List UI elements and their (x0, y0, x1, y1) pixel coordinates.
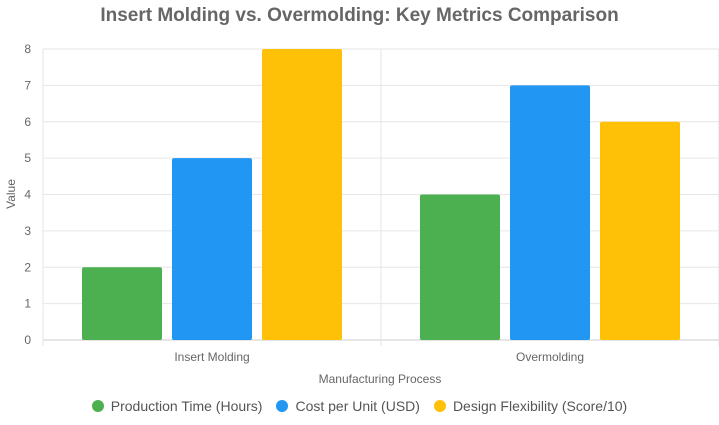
bar-insert-molding-series-1 (82, 267, 162, 340)
y-tick-label: 3 (24, 224, 31, 238)
legend-swatch (433, 400, 446, 412)
y-tick-label: 0 (24, 333, 31, 347)
x-tick-label: Overmolding (516, 350, 584, 364)
x-tick-label: Insert Molding (174, 350, 249, 364)
bar-overmolding-series-2 (510, 85, 590, 340)
bar-insert-molding-series-3 (262, 49, 342, 340)
legend-swatch (276, 400, 289, 412)
legend-swatch (91, 400, 104, 412)
y-tick-label: 6 (24, 115, 31, 129)
legend: Production Time (Hours) Cost per Unit (US… (0, 398, 719, 414)
y-tick-label: 5 (24, 151, 31, 165)
bar-overmolding-series-1 (420, 194, 500, 340)
y-tick-label: 8 (24, 42, 31, 56)
y-tick-label: 7 (24, 78, 31, 92)
chart-title: Insert Molding vs. Overmolding: Key Metr… (100, 5, 619, 26)
legend-label: Cost per Unit (USD) (295, 398, 420, 414)
x-axis-title: Manufacturing Process (319, 372, 442, 386)
bar-insert-molding-series-2 (172, 158, 252, 340)
legend-label: Production Time (Hours) (110, 398, 263, 414)
legend-item[interactable]: Cost per Unit (USD) (276, 398, 420, 414)
y-axis-title: Value (4, 179, 18, 209)
y-tick-label: 2 (24, 260, 31, 274)
axes: 0 1 2 3 4 5 6 7 8 Insert Molding Overmolding (24, 42, 584, 364)
bar-overmolding-series-3 (600, 121, 680, 340)
legend-item[interactable]: Design Flexibility (Score/10) (433, 398, 628, 414)
y-tick-label: 1 (24, 297, 31, 311)
legend-label: Design Flexibility (Score/10) (452, 398, 628, 414)
y-tick-label: 4 (24, 188, 31, 202)
legend-item[interactable]: Production Time (Hours) (91, 398, 263, 414)
bars (82, 49, 680, 340)
